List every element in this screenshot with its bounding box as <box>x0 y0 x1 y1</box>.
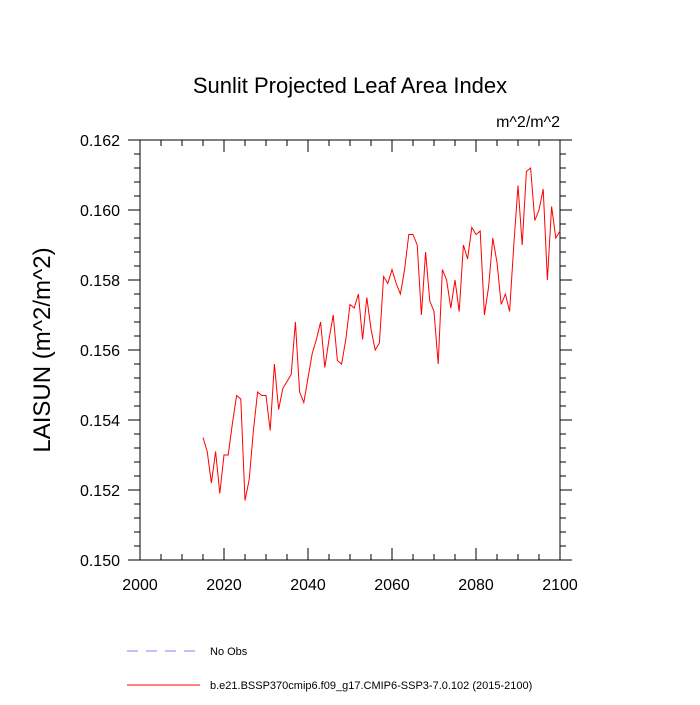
y-tick-label: 0.156 <box>80 343 120 360</box>
legend-label: No Obs <box>210 646 248 658</box>
y-tick-label: 0.160 <box>80 203 120 220</box>
y-tick-label: 0.150 <box>80 553 120 570</box>
series-line <box>202 166 561 501</box>
series-layer <box>202 166 561 501</box>
x-tick-label: 2040 <box>290 577 326 594</box>
y-tick-label: 0.162 <box>80 133 120 150</box>
legend: No Obs b.e21.BSSP370cmip6.f09_g17.CMIP6-S… <box>127 646 532 692</box>
x-tick-label: 2000 <box>122 577 158 594</box>
chart-title: Sunlit Projected Leaf Area Index <box>193 73 507 98</box>
y-tick-label: 0.152 <box>80 483 120 500</box>
axis-ticks: 2000 2020 2040 2060 2080 2100 0.150 0.152 0.154 0… <box>80 133 578 594</box>
x-tick-label: 2100 <box>542 577 578 594</box>
x-tick-label: 2080 <box>458 577 494 594</box>
plot-frame <box>139 139 561 561</box>
legend-label: b.e21.BSSP370cmip6.f09_g17.CMIP6-SSP3-7.… <box>210 680 532 692</box>
x-tick-label: 2060 <box>374 577 410 594</box>
y-axis-label: LAISUN (m^2/m^2) <box>29 247 56 452</box>
units-label: m^2/m^2 <box>496 114 560 131</box>
y-tick-label: 0.154 <box>80 413 120 430</box>
y-tick-label: 0.158 <box>80 273 120 290</box>
x-tick-label: 2020 <box>206 577 242 594</box>
